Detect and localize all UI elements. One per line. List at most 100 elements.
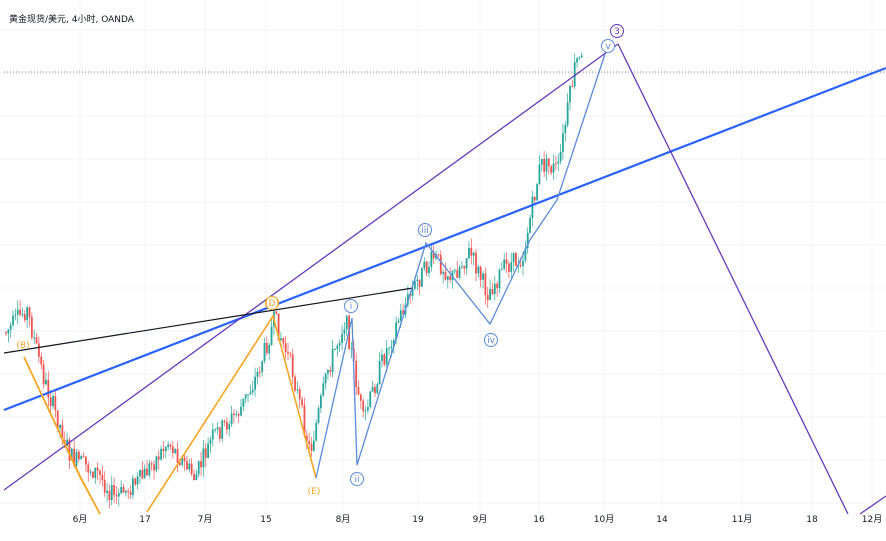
candle-body [456, 270, 459, 278]
candle-body [381, 354, 383, 361]
candle-body [402, 310, 405, 315]
candle-body [136, 476, 139, 485]
candle-body [120, 487, 123, 494]
candle-body [519, 264, 522, 266]
purple-channel-line [3, 43, 619, 491]
candle-body [522, 260, 524, 266]
candle-body [56, 410, 59, 429]
wave-label: i [350, 302, 353, 312]
candle-body [282, 338, 285, 344]
candle-body [529, 218, 531, 233]
candle-body [52, 396, 54, 406]
candle-body [153, 464, 155, 471]
x-tick-label: 14 [656, 515, 668, 525]
candle-body [491, 289, 494, 295]
candle-body [134, 478, 137, 485]
candle-body [28, 307, 31, 318]
candle-body [73, 448, 76, 466]
candle-body [489, 289, 491, 301]
candle-body [331, 348, 334, 372]
candle-body [270, 326, 273, 346]
candle-body [308, 441, 311, 444]
candle-body [80, 456, 83, 460]
wave-label: (D) [265, 299, 279, 309]
candle-body [329, 369, 332, 372]
candle-body [322, 383, 325, 396]
candle-body [571, 86, 574, 88]
orange-wave-path-b [23, 356, 101, 515]
candle-body [449, 276, 452, 281]
candle-body [204, 448, 207, 458]
candle-body [268, 345, 271, 354]
candle-body [357, 387, 360, 395]
candle-body [249, 392, 252, 395]
candle-body [566, 102, 569, 125]
candle-body [399, 310, 402, 321]
candle-body [221, 420, 224, 439]
candle-body [547, 158, 550, 167]
candle-body [508, 263, 510, 272]
candle-body [536, 183, 538, 201]
candle-body [143, 468, 146, 479]
candle-body [16, 309, 19, 315]
candle-body [247, 394, 249, 396]
candle-body [484, 273, 487, 295]
candle-body [148, 463, 151, 476]
candle-body [9, 325, 12, 330]
candle-body [416, 279, 419, 281]
candle-body [92, 471, 94, 478]
wave-label-circle [610, 24, 624, 38]
candle-body [468, 247, 470, 259]
candle-body [188, 463, 191, 470]
candle-body [557, 161, 560, 164]
candle-body [70, 448, 73, 461]
candle-body [12, 315, 14, 326]
candle-body [315, 422, 318, 441]
blue-trendline [3, 66, 886, 412]
candle-body [77, 451, 80, 460]
candle-body [129, 491, 132, 495]
candle-body [42, 364, 45, 385]
candle-body [146, 468, 148, 476]
candle-body [181, 457, 184, 465]
candle-body [68, 439, 71, 461]
candle-body [334, 348, 336, 350]
wave-label: (E) [308, 487, 321, 497]
candle-body [486, 294, 489, 301]
candle-body [202, 448, 205, 468]
candle-body [298, 389, 301, 400]
candle-body [383, 354, 386, 365]
wave-label-circle [350, 472, 364, 486]
candle-body [157, 456, 160, 460]
wave-label: 3 [614, 27, 620, 37]
candle-body [226, 421, 228, 430]
candle-body [160, 448, 162, 460]
candle-body [169, 444, 172, 447]
candle-body [446, 276, 449, 280]
candle-body [216, 427, 219, 430]
candle-body [531, 196, 534, 219]
candle-body [82, 456, 85, 458]
candle-body [122, 487, 125, 493]
candle-body [45, 379, 47, 385]
candle-body [465, 258, 468, 269]
candle-body [183, 457, 186, 462]
candle-body [294, 376, 296, 391]
candle-body [442, 271, 444, 274]
candle-body [475, 252, 477, 274]
candle-body [397, 320, 400, 323]
candle-body [371, 387, 374, 392]
candle-body [545, 158, 548, 172]
candle-body [14, 314, 17, 316]
candle-body [359, 394, 362, 401]
candle-body [327, 369, 329, 374]
candle-body [5, 332, 7, 334]
candle-body [310, 443, 313, 451]
candle-body [470, 247, 473, 256]
candle-body [312, 440, 315, 451]
candle-body [40, 356, 43, 365]
candle-body [96, 467, 99, 471]
candle-body [218, 427, 221, 439]
x-tick-label: 7月 [198, 514, 213, 525]
